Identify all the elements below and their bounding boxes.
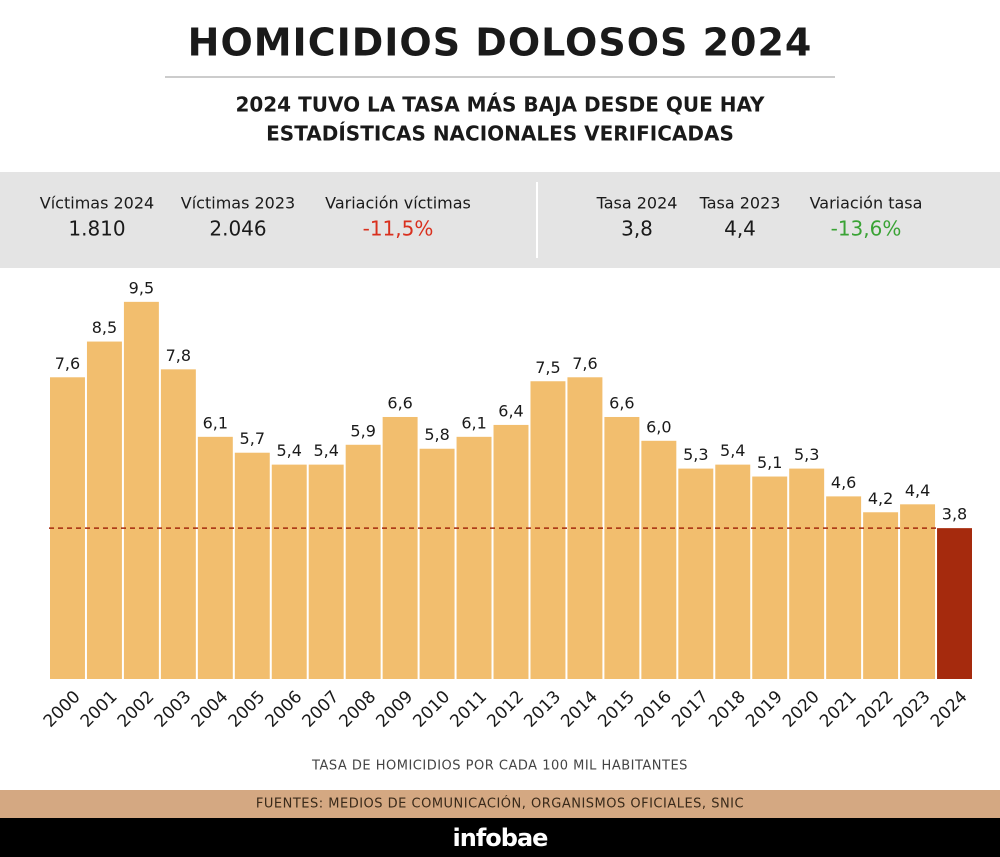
bar [900,504,936,679]
bar [456,436,492,679]
value-label: 6,1 [461,413,486,432]
bar [86,341,122,679]
value-label: 7,8 [166,346,191,365]
x-tick-label: 2013 [520,687,565,732]
x-tick-label: 2015 [594,687,639,732]
x-tick-label: 2002 [114,687,159,732]
bar [123,301,159,679]
bar [419,448,455,679]
x-tick-label: 2019 [742,687,787,732]
value-label: 4,6 [831,473,856,492]
x-tick-label: 2017 [668,687,713,732]
stat-value: 4,4 [724,217,756,241]
x-tick-label: 2007 [299,687,344,732]
bar [345,444,381,679]
sources: FUENTES: MEDIOS DE COMUNICACIÓN, ORGANIS… [256,796,744,812]
value-label: 5,8 [424,425,449,444]
value-label: 6,0 [646,417,671,436]
x-tick-label: 2005 [225,687,270,732]
value-label: 5,4 [720,441,745,460]
stat-value: 2.046 [209,217,266,241]
stat-value: -11,5% [363,217,434,241]
bar [530,381,566,679]
stat-label: Tasa 2024 [596,194,678,213]
x-tick-label: 2008 [335,687,380,732]
value-label: 6,6 [387,393,412,412]
value-label: 9,5 [129,278,154,297]
value-label: 5,1 [757,453,782,472]
bar [160,369,196,679]
value-label: 7,6 [55,354,80,373]
x-tick-label: 2003 [151,687,196,732]
brand-bar [0,818,1000,857]
bar [937,528,972,679]
bar [752,476,788,679]
value-label: 5,4 [277,441,302,460]
value-label: 7,6 [572,354,597,373]
brand: infobae [453,824,549,852]
value-label: 8,5 [92,318,117,337]
stat-value: -13,6% [831,217,902,241]
x-tick-label: 2001 [77,687,122,732]
bar [678,468,714,679]
x-tick-label: 2010 [409,687,454,732]
x-tick-label: 2023 [890,687,935,732]
bar [308,464,344,679]
bar [493,424,529,679]
stat-label: Víctimas 2023 [181,194,295,213]
x-tick-label: 2018 [705,687,750,732]
x-tick-label: 2006 [262,687,307,732]
value-label: 5,3 [683,445,708,464]
title: HOMICIDIOS DOLOSOS 2024 [188,21,813,65]
x-tick-label: 2012 [483,687,528,732]
stat-label: Variación tasa [810,194,923,213]
value-label: 4,4 [905,481,930,500]
stat-value: 3,8 [621,217,653,241]
x-tick-label: 2022 [853,687,898,732]
stats: Víctimas 2024 1.810 Víctimas 2023 2.046 Vari… [40,194,923,241]
bar [382,416,418,679]
stat-label: Variación víctimas [325,194,471,213]
x-tick-label: 2004 [188,687,233,732]
stats-panel [0,172,1000,268]
plot: 7,6 2000 8,5 2001 9,5 2002 7,8 2003 6,1 2004 5,7 20… [40,278,972,732]
x-tick-label: 2016 [631,687,676,732]
x-tick-label: 2024 [927,687,972,732]
stat-label: Víctimas 2024 [40,194,154,213]
stat-label: Tasa 2023 [699,194,781,213]
x-tick-label: 2009 [372,687,417,732]
sources-bar [0,790,1000,818]
x-tick-label: 2011 [446,687,491,732]
value-label: 6,1 [203,413,228,432]
value-label: 5,9 [350,421,375,440]
x-tick-label: 2014 [557,687,602,732]
value-label: 5,3 [794,445,819,464]
value-label: 5,7 [240,429,265,448]
value-label: 5,4 [313,441,338,460]
bar [641,440,677,679]
value-label: 6,6 [609,393,634,412]
value-label: 3,8 [942,505,967,524]
subtitle: 2024 TUVO LA TASA MÁS BAJA DESDE QUE HAY [235,93,765,117]
bar [271,464,307,679]
bar [863,512,899,679]
bar [715,464,751,679]
bar [604,416,640,679]
x-tick-label: 2021 [816,687,861,732]
bar [789,468,825,679]
bar [234,452,270,679]
value-label: 6,4 [498,401,523,420]
subtitle: ESTADÍSTICAS NACIONALES VERIFICADAS [266,122,734,146]
value-label: 7,5 [535,358,560,377]
x-tick-label: 2000 [40,687,85,732]
x-tick-label: 2020 [779,687,824,732]
bar [826,496,862,679]
bar [197,436,233,679]
x-axis-label: TASA DE HOMICIDIOS POR CADA 100 MIL HABI… [311,759,688,774]
value-label: 4,2 [868,489,893,508]
stat-value: 1.810 [68,217,125,241]
